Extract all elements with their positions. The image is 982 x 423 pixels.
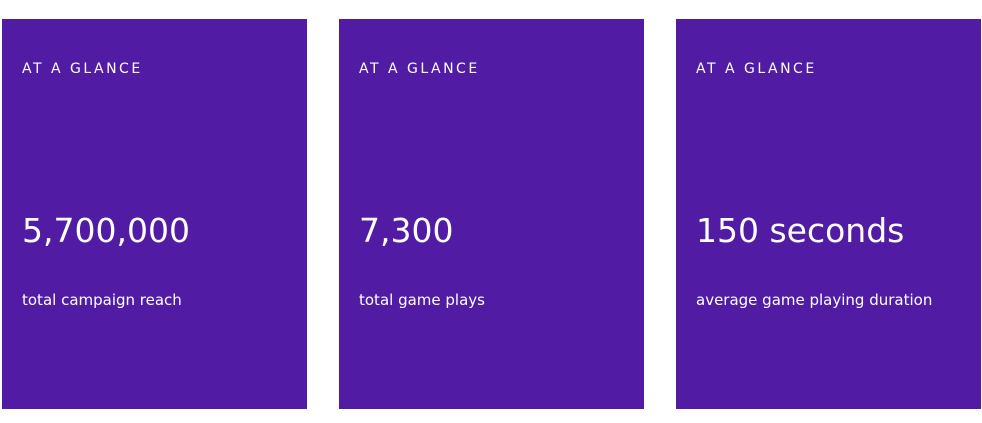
caption: average game playing duration (696, 291, 933, 309)
eyebrow: AT A GLANCE (359, 61, 480, 77)
stat-card: AT A GLANCE 150 seconds average game playi… (676, 19, 981, 409)
stat: 5,700,000 (22, 211, 190, 250)
eyebrow: AT A GLANCE (696, 61, 817, 77)
caption: total campaign reach (22, 291, 182, 309)
stat: 7,300 (359, 211, 454, 250)
stat-card: AT A GLANCE 7,300 total game plays (339, 19, 644, 409)
caption: total game plays (359, 291, 485, 309)
stat-card: AT A GLANCE 5,700,000 total campaign reach (2, 19, 307, 409)
eyebrow: AT A GLANCE (22, 61, 143, 77)
stat: 150 seconds (696, 211, 905, 250)
